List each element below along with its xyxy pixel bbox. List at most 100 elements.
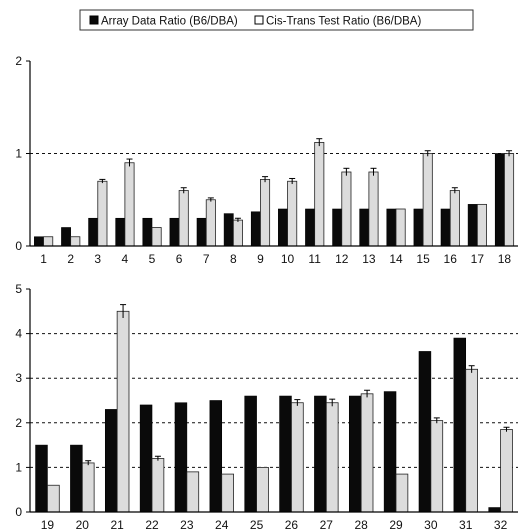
- bar-cistrans-22: [151, 458, 165, 513]
- bar-cistrans-17: [476, 203, 487, 247]
- bar-cistrans-7: [205, 199, 216, 247]
- x-tick-label: 6: [176, 252, 183, 266]
- bar-cistrans-18: [504, 153, 515, 247]
- bar-cistrans-23: [186, 471, 200, 513]
- x-tick-label: 19: [41, 518, 55, 531]
- bar-array-3: [88, 217, 99, 247]
- bar-cistrans-11: [314, 141, 325, 247]
- bar-array-10: [278, 208, 288, 247]
- legend-swatch-array: [89, 15, 99, 25]
- bar-cistrans-21: [116, 310, 130, 513]
- x-tick-label: 31: [459, 518, 473, 531]
- legend-label-cistrans: Cis-Trans Test Ratio (B6/DBA): [266, 16, 421, 28]
- bar-array-15: [413, 208, 424, 247]
- legend-label-array: Array Data Ratio (B6/DBA): [101, 16, 238, 28]
- x-tick-label: 12: [335, 252, 349, 266]
- legend: Array Data Ratio (B6/DBA) Cis-Trans Test…: [79, 9, 474, 31]
- y-tick-labels: 0 1 2: [15, 54, 22, 253]
- y-tick-label: 0: [15, 239, 22, 253]
- bar-array-27: [314, 395, 327, 513]
- y-tick-label: 1: [15, 147, 22, 161]
- y-tick-label: 1: [15, 460, 22, 474]
- x-tick-label: 5: [149, 252, 156, 266]
- y-tick-label: 2: [15, 54, 22, 68]
- bar-array-21: [104, 409, 118, 513]
- bar-cistrans-20: [81, 462, 95, 513]
- x-tick-label: 23: [180, 518, 194, 531]
- bar-cistrans-16: [449, 190, 460, 247]
- x-tick-label: 13: [362, 252, 376, 266]
- bar-cistrans-27: [325, 402, 339, 513]
- bars: [35, 304, 513, 513]
- bar-array-6: [169, 217, 180, 247]
- bar-array-14: [386, 208, 397, 247]
- x-tick-label: 26: [285, 518, 299, 531]
- reference-lines: [30, 333, 518, 468]
- bar-cistrans-14: [395, 208, 406, 247]
- bar-cistrans-26: [291, 402, 304, 513]
- bar-cistrans-3: [97, 180, 108, 247]
- bar-cistrans-28: [360, 393, 374, 513]
- x-tick-label: 7: [203, 252, 210, 266]
- bar-cistrans-15: [422, 153, 433, 247]
- x-tick-label: 28: [354, 518, 368, 531]
- y-tick-label: 3: [15, 371, 22, 385]
- bar-cistrans-32: [500, 429, 513, 513]
- bar-array-12: [332, 208, 343, 247]
- bar-array-26: [279, 395, 292, 513]
- bar-array-17: [467, 204, 478, 247]
- x-tick-label: 3: [94, 252, 101, 266]
- x-tick-label: 25: [250, 518, 264, 531]
- bar-array-11: [305, 208, 315, 247]
- axes: [26, 288, 518, 513]
- bar-array-9: [250, 211, 261, 247]
- x-tick-label: 1: [40, 252, 47, 266]
- bar-cistrans-30: [430, 420, 444, 513]
- bar-array-23: [174, 402, 188, 513]
- bar-array-4: [115, 217, 126, 247]
- bar-cistrans-6: [178, 190, 189, 247]
- bar-cistrans-8: [232, 219, 243, 247]
- bar-array-8: [223, 213, 234, 247]
- x-tick-label: 30: [424, 518, 438, 531]
- legend-box: [79, 9, 474, 31]
- x-tick-label: 16: [444, 252, 458, 266]
- bar-cistrans-1: [43, 236, 54, 247]
- bar-cistrans-9: [260, 178, 271, 247]
- y-tick-label: 0: [15, 505, 22, 519]
- x-tick-label: 22: [145, 518, 159, 531]
- y-tick-label: 2: [15, 416, 22, 430]
- bar-cistrans-2: [70, 236, 81, 247]
- bar-array-2: [61, 227, 71, 247]
- bar-cistrans-25: [256, 466, 269, 513]
- x-tick-label: 9: [257, 252, 264, 266]
- x-tick-label: 20: [76, 518, 90, 531]
- bar-cistrans-12: [341, 171, 352, 247]
- bar-array-16: [440, 208, 451, 247]
- axes: [26, 60, 518, 247]
- bar-cistrans-29: [395, 473, 409, 513]
- bars: [34, 138, 515, 247]
- legend-swatch-cistrans: [254, 15, 264, 25]
- x-tick-label: 8: [230, 252, 237, 266]
- x-tick-label: 18: [498, 252, 512, 266]
- bar-array-29: [383, 391, 397, 513]
- bar-array-22: [139, 404, 153, 513]
- x-tick-labels: 1 2 3 4 5 6 7 8 9 10 11 12 13 14 15 16 17 18: [40, 252, 511, 266]
- x-tick-label: 2: [67, 252, 74, 266]
- x-tick-label: 27: [320, 518, 334, 531]
- x-tick-label: 24: [215, 518, 229, 531]
- x-tick-label: 15: [416, 252, 430, 266]
- bar-array-20: [70, 444, 83, 513]
- bar-array-25: [244, 395, 257, 513]
- bar-cistrans-24: [221, 473, 234, 513]
- bar-array-13: [359, 208, 370, 247]
- bar-cistrans-10: [287, 180, 298, 247]
- bar-array-32: [488, 507, 501, 513]
- x-tick-label: 11: [308, 252, 321, 266]
- x-tick-labels: 19 20 21 22 23 24 25 26 27 28 29 30 31 32: [41, 518, 508, 531]
- bar-array-30: [418, 351, 432, 513]
- x-tick-label: 32: [494, 518, 508, 531]
